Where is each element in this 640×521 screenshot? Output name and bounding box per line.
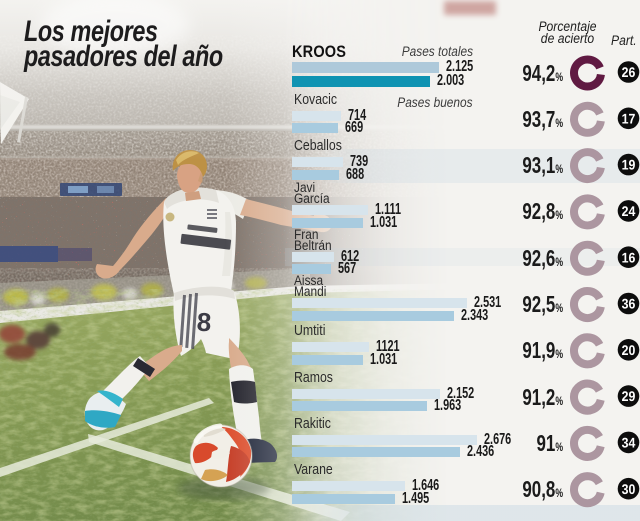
svg-text:34: 34 xyxy=(622,435,636,451)
svg-text:30: 30 xyxy=(622,481,636,497)
svg-text:36: 36 xyxy=(622,296,636,312)
svg-text:19: 19 xyxy=(622,157,636,173)
svg-text:29: 29 xyxy=(622,388,636,404)
svg-text:16: 16 xyxy=(622,249,636,265)
svg-text:8: 8 xyxy=(196,307,212,338)
svg-text:26: 26 xyxy=(622,64,636,80)
svg-text:20: 20 xyxy=(622,342,636,358)
svg-text:17: 17 xyxy=(622,110,636,126)
svg-text:24: 24 xyxy=(622,203,636,219)
